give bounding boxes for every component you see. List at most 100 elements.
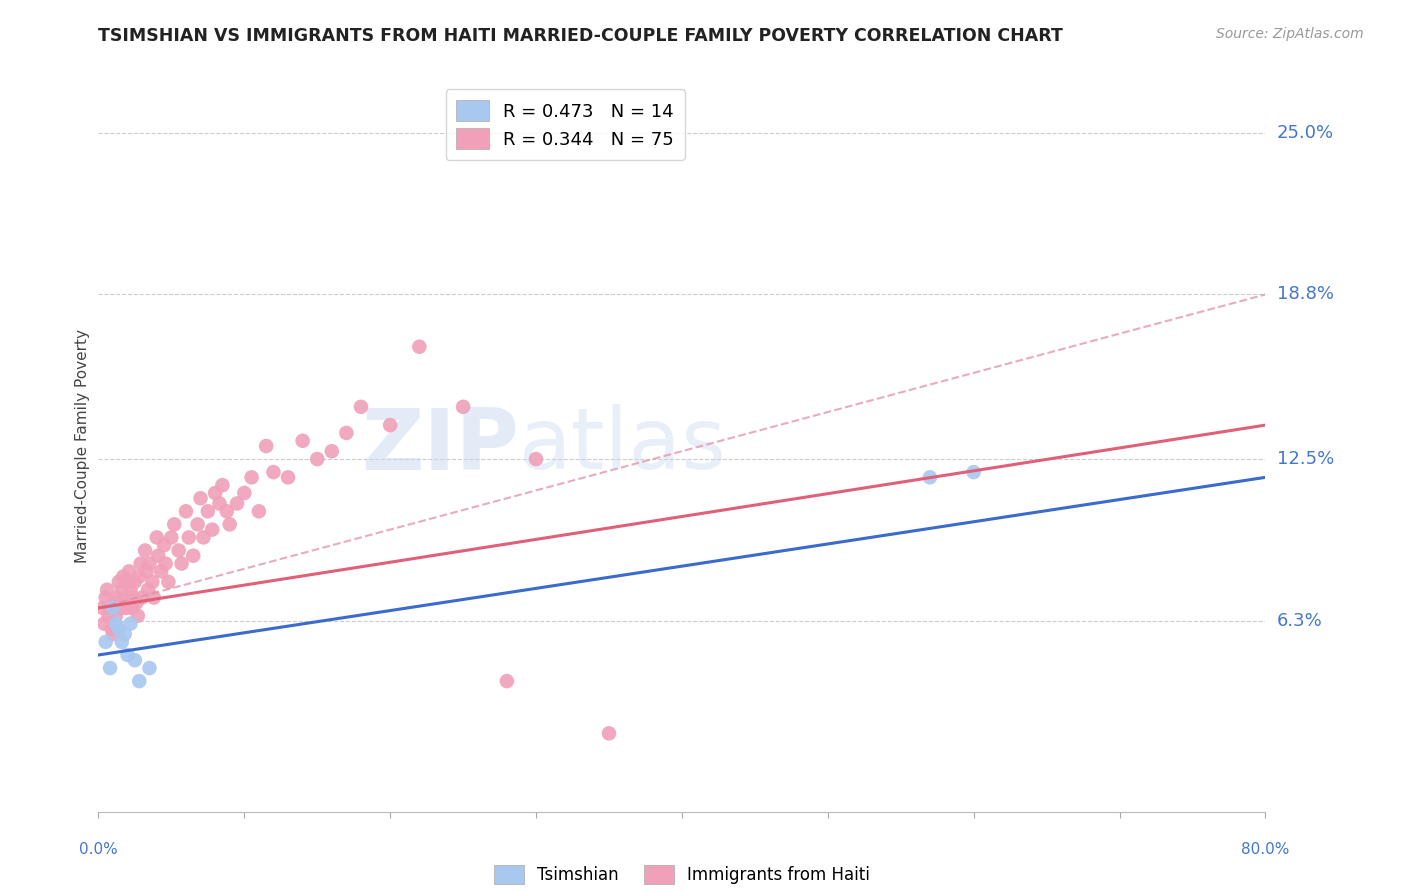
Point	[307, 452, 329, 467]
Point	[94, 591, 117, 605]
Point	[226, 496, 249, 510]
Point	[94, 635, 117, 649]
Point	[103, 596, 125, 610]
Point	[93, 616, 115, 631]
Point	[262, 465, 284, 479]
Text: 12.5%: 12.5%	[1277, 450, 1334, 468]
Text: 25.0%: 25.0%	[1277, 123, 1334, 142]
Text: Source: ZipAtlas.com: Source: ZipAtlas.com	[1216, 27, 1364, 41]
Point	[125, 596, 148, 610]
Point	[124, 574, 146, 589]
Point	[408, 340, 430, 354]
Point	[114, 591, 136, 605]
Point	[96, 582, 118, 597]
Point	[187, 517, 209, 532]
Point	[918, 470, 941, 484]
Point	[138, 557, 160, 571]
Point	[142, 591, 165, 605]
Point	[335, 425, 357, 440]
Point	[451, 400, 474, 414]
Point	[218, 517, 240, 532]
Point	[120, 616, 142, 631]
Point	[118, 565, 141, 579]
Point	[91, 601, 114, 615]
Point	[254, 439, 277, 453]
Point	[101, 627, 124, 641]
Point	[181, 549, 204, 563]
Point	[115, 601, 138, 615]
Point	[111, 635, 134, 649]
Point	[129, 557, 152, 571]
Point	[122, 591, 145, 605]
Text: 18.8%: 18.8%	[1277, 285, 1333, 303]
Point	[291, 434, 314, 448]
Point	[174, 504, 197, 518]
Point	[177, 530, 200, 544]
Point	[233, 486, 256, 500]
Point	[150, 565, 173, 579]
Point	[247, 504, 270, 518]
Text: atlas: atlas	[519, 404, 727, 488]
Point	[101, 601, 124, 615]
Legend: R = 0.473   N = 14, R = 0.344   N = 75: R = 0.473 N = 14, R = 0.344 N = 75	[446, 89, 685, 160]
Point	[108, 622, 131, 636]
Point	[148, 549, 170, 563]
Point	[350, 400, 373, 414]
Point	[98, 661, 121, 675]
Point	[138, 661, 160, 675]
Point	[321, 444, 343, 458]
Point	[208, 496, 231, 510]
Point	[120, 582, 142, 597]
Point	[197, 504, 219, 518]
Point	[124, 653, 146, 667]
Point	[190, 491, 212, 506]
Point	[127, 608, 149, 623]
Point	[97, 608, 120, 623]
Point	[215, 504, 238, 518]
Point	[211, 478, 233, 492]
Point	[962, 465, 984, 479]
Point	[153, 538, 176, 552]
Text: ZIP: ZIP	[361, 404, 519, 488]
Point	[240, 470, 263, 484]
Point	[495, 674, 517, 689]
Point	[155, 557, 177, 571]
Point	[201, 523, 224, 537]
Point	[204, 486, 226, 500]
Point	[117, 648, 139, 662]
Text: 80.0%: 80.0%	[1241, 842, 1289, 857]
Text: 6.3%: 6.3%	[1277, 612, 1322, 630]
Point	[378, 418, 402, 433]
Point	[128, 674, 150, 689]
Point	[146, 530, 169, 544]
Point	[112, 569, 135, 583]
Point	[100, 622, 122, 636]
Point	[157, 574, 180, 589]
Point	[277, 470, 299, 484]
Point	[117, 574, 139, 589]
Point	[105, 591, 128, 605]
Point	[98, 601, 121, 615]
Point	[134, 543, 156, 558]
Point	[160, 530, 183, 544]
Point	[121, 601, 143, 615]
Point	[163, 517, 186, 532]
Point	[104, 608, 127, 623]
Point	[128, 569, 150, 583]
Point	[167, 543, 190, 558]
Point	[108, 574, 131, 589]
Point	[111, 582, 134, 597]
Point	[193, 530, 215, 544]
Point	[524, 452, 547, 467]
Point	[110, 601, 132, 615]
Point	[114, 627, 136, 641]
Point	[131, 591, 153, 605]
Point	[598, 726, 620, 740]
Y-axis label: Married-Couple Family Poverty: Married-Couple Family Poverty	[75, 329, 90, 563]
Text: 0.0%: 0.0%	[79, 842, 118, 857]
Point	[136, 582, 159, 597]
Point	[141, 574, 163, 589]
Point	[170, 557, 193, 571]
Point	[135, 565, 157, 579]
Point	[104, 616, 127, 631]
